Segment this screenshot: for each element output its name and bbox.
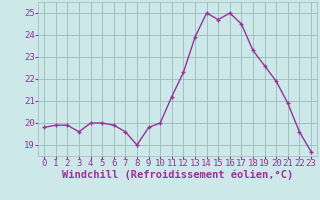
X-axis label: Windchill (Refroidissement éolien,°C): Windchill (Refroidissement éolien,°C)	[62, 170, 293, 180]
